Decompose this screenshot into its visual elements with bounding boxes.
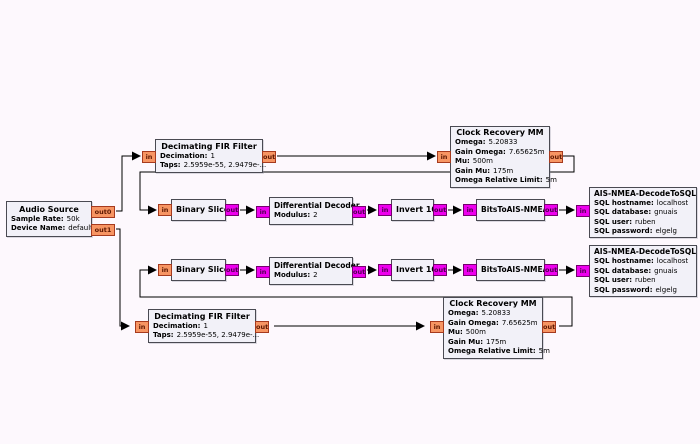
block-param: Taps: 2.5959e-55, 2.9479e-... [160, 161, 267, 169]
port-out[interactable]: out [544, 264, 558, 276]
port-out[interactable]: out [433, 204, 447, 216]
block-title: Binary Slicer [176, 265, 234, 274]
block-param: SQL database: gnuais [594, 208, 678, 216]
port-in[interactable]: in [378, 264, 392, 276]
block-binary-slicer-top[interactable]: Binary Slicer in out [158, 199, 239, 221]
block-param: Gain Omega: 7.65625m [448, 318, 538, 327]
block-bits-to-ais-nmea-bottom[interactable]: BitsToAIS-NMEA in out [463, 259, 558, 281]
port-out[interactable]: out [549, 151, 563, 163]
block-differential-decoder-top[interactable]: Differential Decoder Modulus: 2 in out [256, 197, 366, 225]
block-param: Mu: 500m [448, 328, 486, 337]
port-in[interactable]: in [437, 151, 451, 163]
block-decimating-fir-filter-top[interactable]: Decimating FIR Filter Decimation: 1 Taps:… [142, 139, 276, 173]
port-in[interactable]: in [135, 321, 149, 333]
block-param: SQL password: elgelg [594, 285, 677, 294]
block-param: Sample Rate: 50k [11, 214, 80, 223]
block-title: AIS-NMEA-DecodeToSQL [594, 247, 697, 256]
port-out[interactable]: out [544, 204, 558, 216]
block-param: SQL user: ruben [594, 276, 656, 284]
port-out[interactable]: out [433, 264, 447, 276]
wire-clock-bottom-to-slicer-bottom[interactable] [139, 265, 573, 327]
block-param: Omega Relative Limit: 5m [455, 176, 557, 185]
block-title: Audio Source [19, 204, 79, 214]
block-param: Omega Relative Limit: 5m [448, 347, 550, 356]
block-title: Differential Decoder [274, 261, 360, 271]
port-in[interactable]: in [158, 264, 172, 276]
port-out1[interactable]: out1 [91, 224, 115, 236]
block-param: SQL password: elgelg [594, 227, 677, 235]
block-param: Device Name: default [11, 224, 93, 232]
block-title: Decimating FIR Filter [161, 141, 257, 151]
block-clock-recovery-mm-top[interactable]: Clock Recovery MM Omega: 5.20833 Gain Ome… [437, 126, 563, 188]
block-clock-recovery-mm-bottom[interactable]: Clock Recovery MM Omega: 5.20833 Gain Ome… [430, 297, 556, 359]
port-in[interactable]: in [576, 265, 590, 277]
block-param: Omega: 5.20833 [455, 138, 518, 147]
port-in[interactable]: in [463, 264, 477, 276]
block-param: Decimation: 1 [153, 321, 208, 330]
block-title: Binary Slicer [176, 205, 234, 214]
block-title: Clock Recovery MM [456, 128, 544, 138]
block-param: Gain Mu: 175m [448, 337, 507, 346]
port-in[interactable]: in [142, 151, 156, 163]
block-binary-slicer-bottom[interactable]: Binary Slicer in out [158, 259, 239, 281]
port-out[interactable]: out [225, 204, 239, 216]
block-param: Gain Mu: 175m [455, 166, 514, 175]
port-in[interactable]: in [378, 204, 392, 216]
port-out[interactable]: out [352, 206, 366, 218]
block-param: Decimation: 1 [160, 151, 215, 160]
port-out0[interactable]: out0 [91, 206, 115, 218]
port-in[interactable]: in [576, 205, 590, 217]
port-out[interactable]: out [262, 151, 276, 163]
block-param: Modulus: 2 [274, 211, 318, 220]
block-param: Omega: 5.20833 [448, 309, 511, 318]
block-param: SQL hostname: localhost [594, 257, 689, 265]
block-ais-nmea-decode-to-sql-bottom[interactable]: AIS-NMEA-DecodeToSQL SQL hostname: localh… [576, 245, 697, 297]
port-in[interactable]: in [256, 266, 270, 278]
block-title: BitsToAIS-NMEA [481, 205, 549, 214]
port-out[interactable]: out [542, 321, 556, 333]
block-param: SQL database: gnuais [594, 266, 678, 275]
block-audio-source[interactable]: Audio Source Sample Rate: 50k Device Name… [6, 201, 115, 237]
block-title: Clock Recovery MM [449, 299, 537, 309]
port-in[interactable]: in [463, 204, 477, 216]
block-title: Decimating FIR Filter [154, 311, 250, 321]
port-in[interactable]: in [430, 321, 444, 333]
block-invert-10-bottom[interactable]: Invert 10 in out [378, 259, 447, 281]
block-differential-decoder-bottom[interactable]: Differential Decoder Modulus: 2 in out [256, 257, 366, 285]
block-ais-nmea-decode-to-sql-top[interactable]: AIS-NMEA-DecodeToSQL SQL hostname: localh… [576, 187, 697, 238]
block-param: Modulus: 2 [274, 271, 318, 280]
block-param: Taps: 2.5959e-55, 2.9479e-... [153, 331, 260, 339]
wire-clock-top-to-slicer-top[interactable] [139, 155, 575, 215]
block-title: Invert 10 [396, 205, 437, 214]
port-out[interactable]: out [255, 321, 269, 333]
block-title: Differential Decoder [274, 201, 360, 211]
block-param: SQL hostname: localhost [594, 198, 689, 207]
wire-audio-out1-to-fir-bottom[interactable] [116, 228, 130, 331]
block-bits-to-ais-nmea-top[interactable]: BitsToAIS-NMEA in out [463, 199, 558, 221]
block-title: AIS-NMEA-DecodeToSQL [594, 188, 697, 198]
port-out[interactable]: out [225, 264, 239, 276]
block-decimating-fir-filter-bottom[interactable]: Decimating FIR Filter Decimation: 1 Taps:… [135, 309, 269, 343]
block-param: Mu: 500m [455, 157, 493, 166]
block-param: SQL user: ruben [594, 217, 656, 226]
block-title: BitsToAIS-NMEA [481, 265, 549, 274]
port-out[interactable]: out [352, 266, 366, 278]
port-in[interactable]: in [158, 204, 172, 216]
block-title: Invert 10 [396, 265, 437, 274]
port-in[interactable]: in [256, 206, 270, 218]
block-param: Gain Omega: 7.65625m [455, 147, 545, 156]
block-invert-10-top[interactable]: Invert 10 in out [378, 199, 447, 221]
wire-audio-out0-to-fir-top[interactable] [116, 151, 141, 212]
